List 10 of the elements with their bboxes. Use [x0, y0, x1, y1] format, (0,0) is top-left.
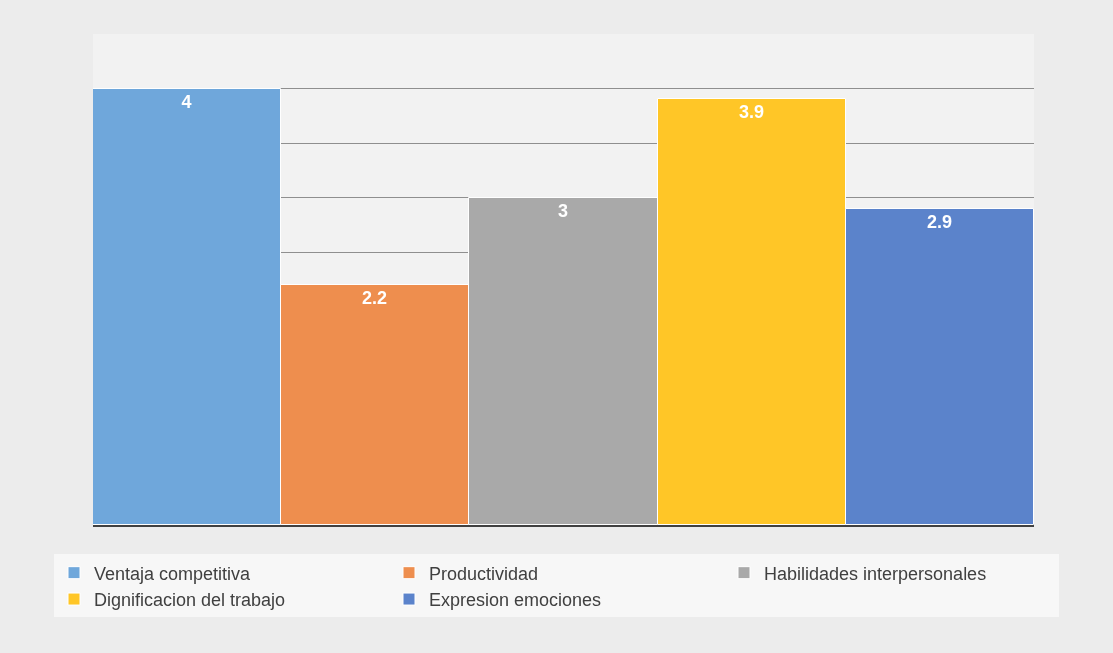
data-label: 3.9: [738, 101, 765, 122]
legend-label: Ventaja competitiva: [94, 563, 252, 584]
data-label: 2.2: [361, 287, 388, 308]
data-label: 3: [557, 200, 569, 221]
legend-label: Habilidades interpersonales: [764, 563, 987, 584]
legend-label: Dignificacion del trabajo: [94, 590, 286, 611]
legend-label: Productividad: [429, 563, 539, 584]
data-label: 2.9: [926, 211, 953, 232]
legend-label: Expresion emociones: [429, 590, 602, 611]
data-label: 4: [181, 91, 192, 112]
